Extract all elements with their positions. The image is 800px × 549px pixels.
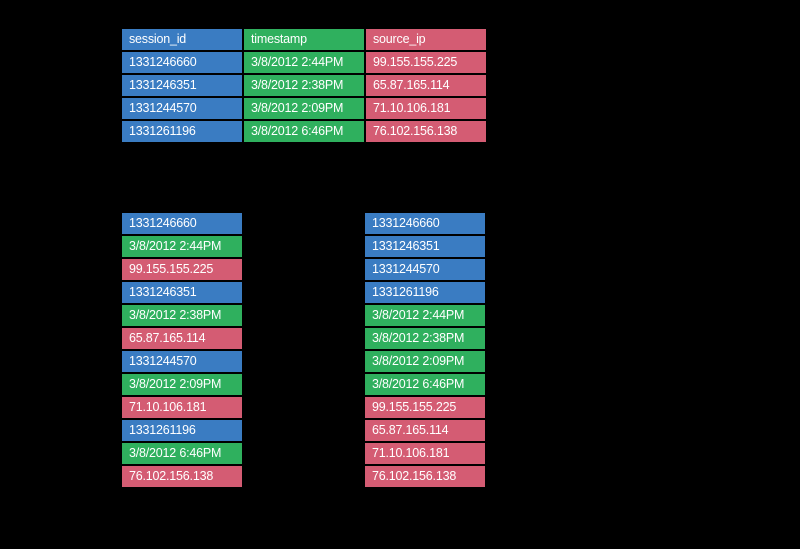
- column-store-cell-2: 1331244570: [365, 259, 485, 280]
- column-header-source_ip: source_ip: [366, 29, 486, 50]
- row-store-cell-4: 3/8/2012 2:38PM: [122, 305, 242, 326]
- row-store-cell-11: 76.102.156.138: [122, 466, 242, 487]
- row-store-cell-7: 3/8/2012 2:09PM: [122, 374, 242, 395]
- table-cell-session_id-row3: 1331261196: [122, 121, 242, 142]
- column-store-cell-6: 3/8/2012 2:09PM: [365, 351, 485, 372]
- table-cell-session_id-row1: 1331246351: [122, 75, 242, 96]
- column-store-cell-5: 3/8/2012 2:38PM: [365, 328, 485, 349]
- table-cell-session_id-row2: 1331244570: [122, 98, 242, 119]
- row-store-cell-2: 99.155.155.225: [122, 259, 242, 280]
- row-store-cell-3: 1331246351: [122, 282, 242, 303]
- column-store-stack: 1331246660 1331246351 1331244570 1331261196…: [365, 213, 485, 487]
- column-header-session_id: session_id: [122, 29, 242, 50]
- row-store-stack: 1331246660 3/8/2012 2:44PM 99.155.155.225 1…: [122, 213, 242, 487]
- table-cell-timestamp-row0: 3/8/2012 2:44PM: [244, 52, 364, 73]
- column-header-timestamp: timestamp: [244, 29, 364, 50]
- row-store-cell-5: 65.87.165.114: [122, 328, 242, 349]
- column-store-cell-0: 1331246660: [365, 213, 485, 234]
- table-cell-source_ip-row2: 71.10.106.181: [366, 98, 486, 119]
- column-store-cell-10: 71.10.106.181: [365, 443, 485, 464]
- table-cell-source_ip-row1: 65.87.165.114: [366, 75, 486, 96]
- column-store-cell-1: 1331246351: [365, 236, 485, 257]
- table-cell-source_ip-row3: 76.102.156.138: [366, 121, 486, 142]
- column-store-cell-4: 3/8/2012 2:44PM: [365, 305, 485, 326]
- table-cell-session_id-row0: 1331246660: [122, 52, 242, 73]
- source-table: session_id timestamp source_ip 1331246660 3/…: [122, 29, 486, 142]
- row-store-cell-10: 3/8/2012 6:46PM: [122, 443, 242, 464]
- row-store-cell-9: 1331261196: [122, 420, 242, 441]
- column-store-cell-3: 1331261196: [365, 282, 485, 303]
- table-cell-timestamp-row1: 3/8/2012 2:38PM: [244, 75, 364, 96]
- row-store-cell-0: 1331246660: [122, 213, 242, 234]
- table-cell-source_ip-row0: 99.155.155.225: [366, 52, 486, 73]
- table-cell-timestamp-row3: 3/8/2012 6:46PM: [244, 121, 364, 142]
- column-store-cell-11: 76.102.156.138: [365, 466, 485, 487]
- column-store-cell-7: 3/8/2012 6:46PM: [365, 374, 485, 395]
- row-store-cell-1: 3/8/2012 2:44PM: [122, 236, 242, 257]
- row-store-cell-6: 1331244570: [122, 351, 242, 372]
- table-cell-timestamp-row2: 3/8/2012 2:09PM: [244, 98, 364, 119]
- row-store-cell-8: 71.10.106.181: [122, 397, 242, 418]
- column-store-cell-9: 65.87.165.114: [365, 420, 485, 441]
- column-store-cell-8: 99.155.155.225: [365, 397, 485, 418]
